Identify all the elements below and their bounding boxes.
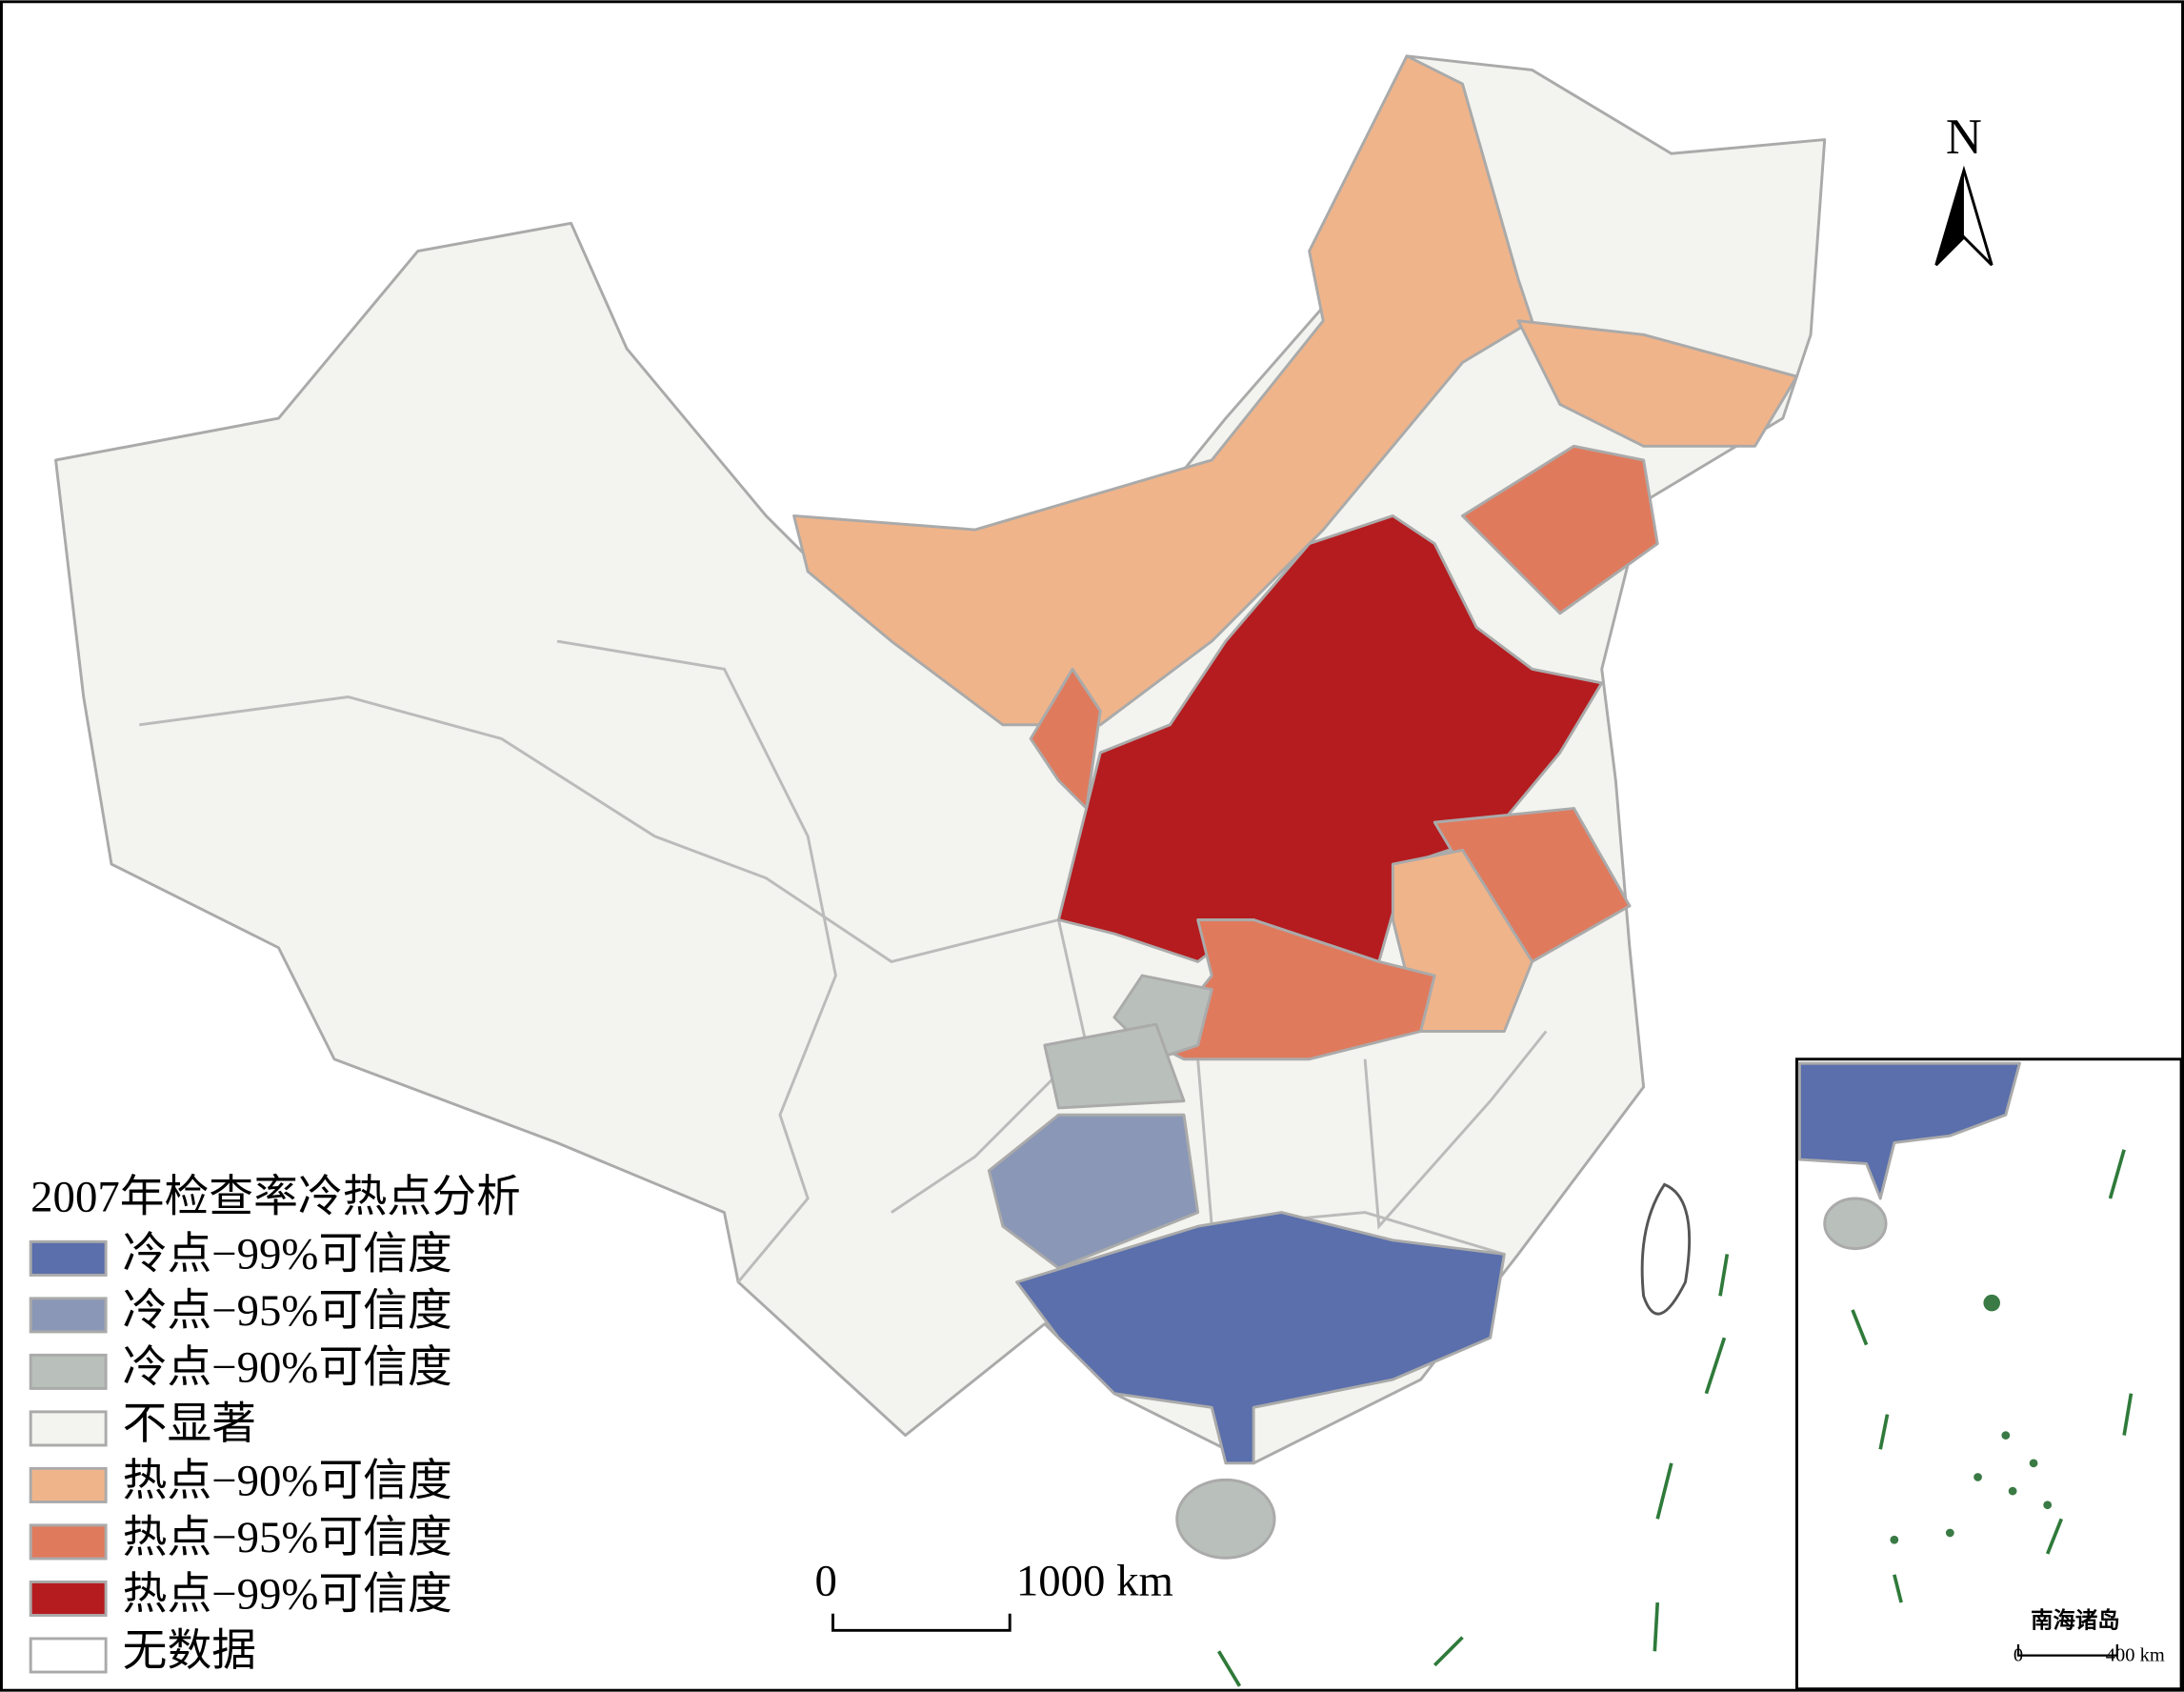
inset-title: 南海诸岛 — [2031, 1606, 2120, 1633]
region — [1797, 1061, 2021, 1200]
province-border — [556, 639, 837, 1283]
legend-swatch — [29, 1353, 108, 1390]
province-border — [1363, 1030, 1548, 1230]
inset: 南海诸岛 0 400 km — [1794, 1058, 2183, 1691]
regions — [54, 54, 1827, 1687]
legend-swatch — [29, 1523, 108, 1561]
legend-swatch — [29, 1637, 108, 1674]
legend-label: 不显著 — [123, 1400, 256, 1449]
region — [1461, 444, 1659, 615]
north-label: N — [1946, 110, 1982, 165]
region — [1029, 667, 1102, 810]
dash-line — [1851, 1149, 2134, 1603]
province-border — [891, 919, 1089, 1214]
legend-title: 2007年检查率冷热点分析 — [30, 1173, 521, 1222]
legend-label: 热点−95%可信度 — [123, 1513, 452, 1562]
region — [1175, 1478, 1276, 1560]
legend-swatch — [29, 1239, 108, 1277]
legend-swatch — [29, 1297, 108, 1334]
scale-bar — [832, 1613, 1012, 1632]
region — [1516, 319, 1798, 448]
legend-label: 热点−90%可信度 — [123, 1457, 452, 1506]
region — [1015, 1211, 1506, 1465]
region — [1823, 1197, 1888, 1251]
inset-scale-end: 400 km — [2106, 1644, 2165, 1665]
region — [987, 1113, 1200, 1270]
legend-label: 无数据 — [123, 1626, 256, 1676]
legend-swatch — [29, 1466, 108, 1503]
legend: 2007年检查率冷热点分析 冷点−99%可信度冷点−95%可信度冷点−90%可信… — [29, 1173, 521, 1676]
legend-label: 冷点−95%可信度 — [123, 1286, 452, 1336]
province-border — [139, 695, 1059, 963]
legend-swatch — [29, 1410, 108, 1447]
dash-line — [1217, 1254, 1730, 1687]
region — [792, 54, 1534, 727]
legend-label: 冷点−90%可信度 — [123, 1343, 452, 1393]
scale-end: 1000 km — [1016, 1557, 1173, 1606]
region — [1043, 1022, 1186, 1110]
islands — [1890, 1294, 2053, 1544]
legend-swatch — [29, 1580, 108, 1617]
legend-label: 热点−99%可信度 — [123, 1570, 452, 1620]
scale-start: 0 — [814, 1557, 836, 1606]
inset-scale-start: 0 — [2014, 1644, 2023, 1665]
legend-label: 冷点−99%可信度 — [123, 1230, 452, 1279]
island — [1640, 1182, 1692, 1316]
inset-scale-bar — [2016, 1643, 2118, 1657]
